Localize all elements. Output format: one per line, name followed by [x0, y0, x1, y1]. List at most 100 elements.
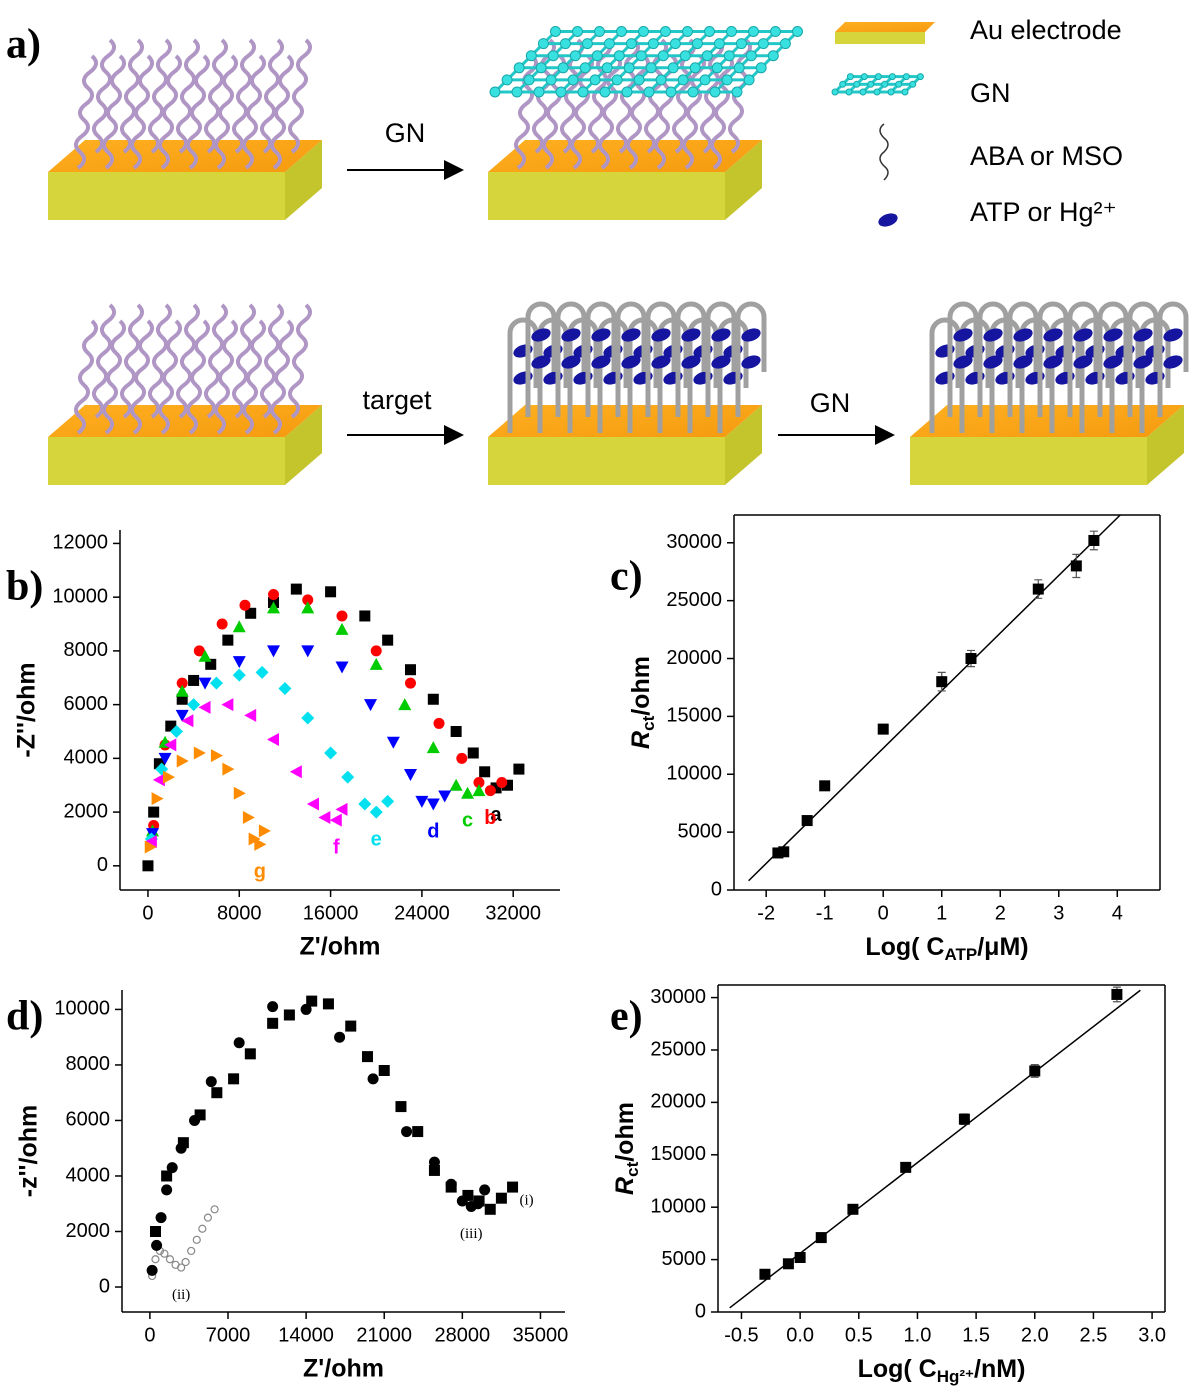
target-molecule — [953, 328, 973, 342]
data-point — [428, 1156, 440, 1168]
data-point — [433, 717, 445, 729]
x-tick-label: 8000 — [217, 902, 262, 924]
hairpin — [1007, 301, 1039, 417]
data-point — [216, 618, 228, 630]
series-label: d — [427, 820, 439, 842]
net-atom — [735, 38, 747, 50]
series-label: a — [491, 804, 503, 826]
label-part: /ohm — [611, 1102, 639, 1162]
x-tick-label: 16000 — [303, 902, 359, 924]
label-part: R — [627, 731, 655, 749]
strand — [92, 303, 116, 419]
y-tick-label: 0 — [97, 854, 108, 876]
legend-label: ATP or Hg²⁺ — [970, 197, 1117, 227]
data-point — [222, 634, 234, 646]
strand — [176, 303, 200, 419]
data-point — [198, 649, 212, 662]
net-atom — [748, 26, 759, 37]
net-atom — [572, 26, 583, 37]
electrode-top — [48, 140, 322, 172]
data-point — [233, 786, 246, 800]
data-point — [151, 792, 164, 806]
data-point — [450, 725, 462, 737]
electrode-side — [285, 140, 322, 220]
y-tick-label: 15000 — [666, 705, 722, 727]
net-atom — [559, 38, 571, 50]
electrode-side — [1147, 405, 1184, 485]
data-point — [242, 810, 255, 824]
y-tick-label: 30000 — [650, 986, 706, 1008]
data-point — [160, 1249, 169, 1258]
hairpin — [929, 317, 961, 433]
electrode-front — [488, 172, 725, 220]
net-atom — [721, 74, 733, 86]
net-atom — [599, 86, 611, 98]
target-molecule — [621, 328, 641, 342]
net-atom — [638, 26, 649, 37]
net-atom — [874, 73, 882, 81]
data-point — [245, 607, 257, 619]
strand — [92, 38, 116, 154]
data-point — [1088, 534, 1100, 546]
data-point — [148, 806, 160, 818]
data-point — [369, 657, 383, 670]
target-molecule — [1103, 328, 1123, 342]
net-atom — [726, 26, 737, 37]
data-point — [187, 1246, 196, 1256]
net-atom — [755, 62, 767, 74]
data-point — [301, 645, 315, 658]
y-tick-label: 0 — [99, 1275, 110, 1297]
data-point — [166, 1162, 178, 1174]
net-atom — [577, 86, 589, 98]
data-point — [847, 1203, 859, 1215]
data-point — [1029, 1065, 1041, 1077]
data-point — [318, 810, 331, 824]
net-atom — [525, 50, 537, 62]
hairpin — [675, 301, 707, 417]
data-point — [473, 777, 485, 789]
net-atom — [591, 50, 603, 62]
data-point — [203, 1213, 213, 1222]
data-point — [495, 1192, 507, 1204]
x-axis-label: Z'/ohm — [303, 1355, 384, 1383]
net-atom — [569, 50, 581, 62]
net-atom — [645, 62, 657, 74]
data-point — [151, 1239, 163, 1251]
electrode-front — [910, 437, 1147, 485]
data-point — [301, 601, 315, 614]
target-molecule — [741, 355, 761, 369]
target-molecule — [1073, 328, 1093, 342]
data-point — [1070, 560, 1082, 572]
data-point — [819, 780, 831, 792]
data-point — [335, 802, 348, 816]
net-atom — [770, 26, 781, 37]
target-molecule — [531, 355, 551, 369]
net-atom — [859, 88, 867, 96]
data-point — [479, 766, 491, 778]
y-tick-label: 10000 — [650, 1195, 706, 1217]
data-point — [193, 645, 205, 657]
target-molecule — [1043, 328, 1063, 342]
data-point — [370, 645, 382, 657]
strand — [260, 38, 284, 154]
net-atom — [713, 38, 725, 50]
data-point — [501, 779, 513, 791]
data-point — [210, 749, 223, 763]
x-tick-label: 4 — [1112, 902, 1123, 924]
data-point — [267, 645, 281, 658]
x-tick-label: 24000 — [394, 902, 450, 924]
data-point — [472, 784, 486, 797]
target-molecule — [513, 344, 533, 358]
data-point — [386, 736, 400, 749]
net-atom — [731, 86, 743, 98]
series-label: (ii) — [172, 1287, 190, 1303]
y-axis-label: Rct/ohm — [611, 1102, 643, 1195]
label-part: Log( C — [865, 933, 944, 961]
net-atom — [867, 80, 875, 88]
data-point — [412, 1126, 424, 1138]
data-point — [965, 653, 977, 665]
data-point — [336, 610, 348, 622]
legend-label: ABA or MSO — [970, 141, 1123, 171]
data-point — [329, 813, 342, 827]
